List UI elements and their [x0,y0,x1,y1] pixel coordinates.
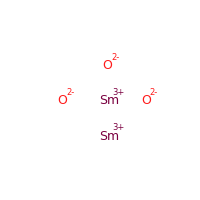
Text: 2-: 2- [150,88,158,97]
Text: O: O [141,95,151,108]
Text: 3+: 3+ [113,88,125,97]
Text: 3+: 3+ [113,123,125,132]
Text: 2-: 2- [66,88,74,97]
Text: O: O [102,59,112,72]
Text: Sm: Sm [99,95,120,108]
Text: O: O [58,95,67,108]
Text: 2-: 2- [111,53,119,62]
Text: Sm: Sm [99,130,120,143]
